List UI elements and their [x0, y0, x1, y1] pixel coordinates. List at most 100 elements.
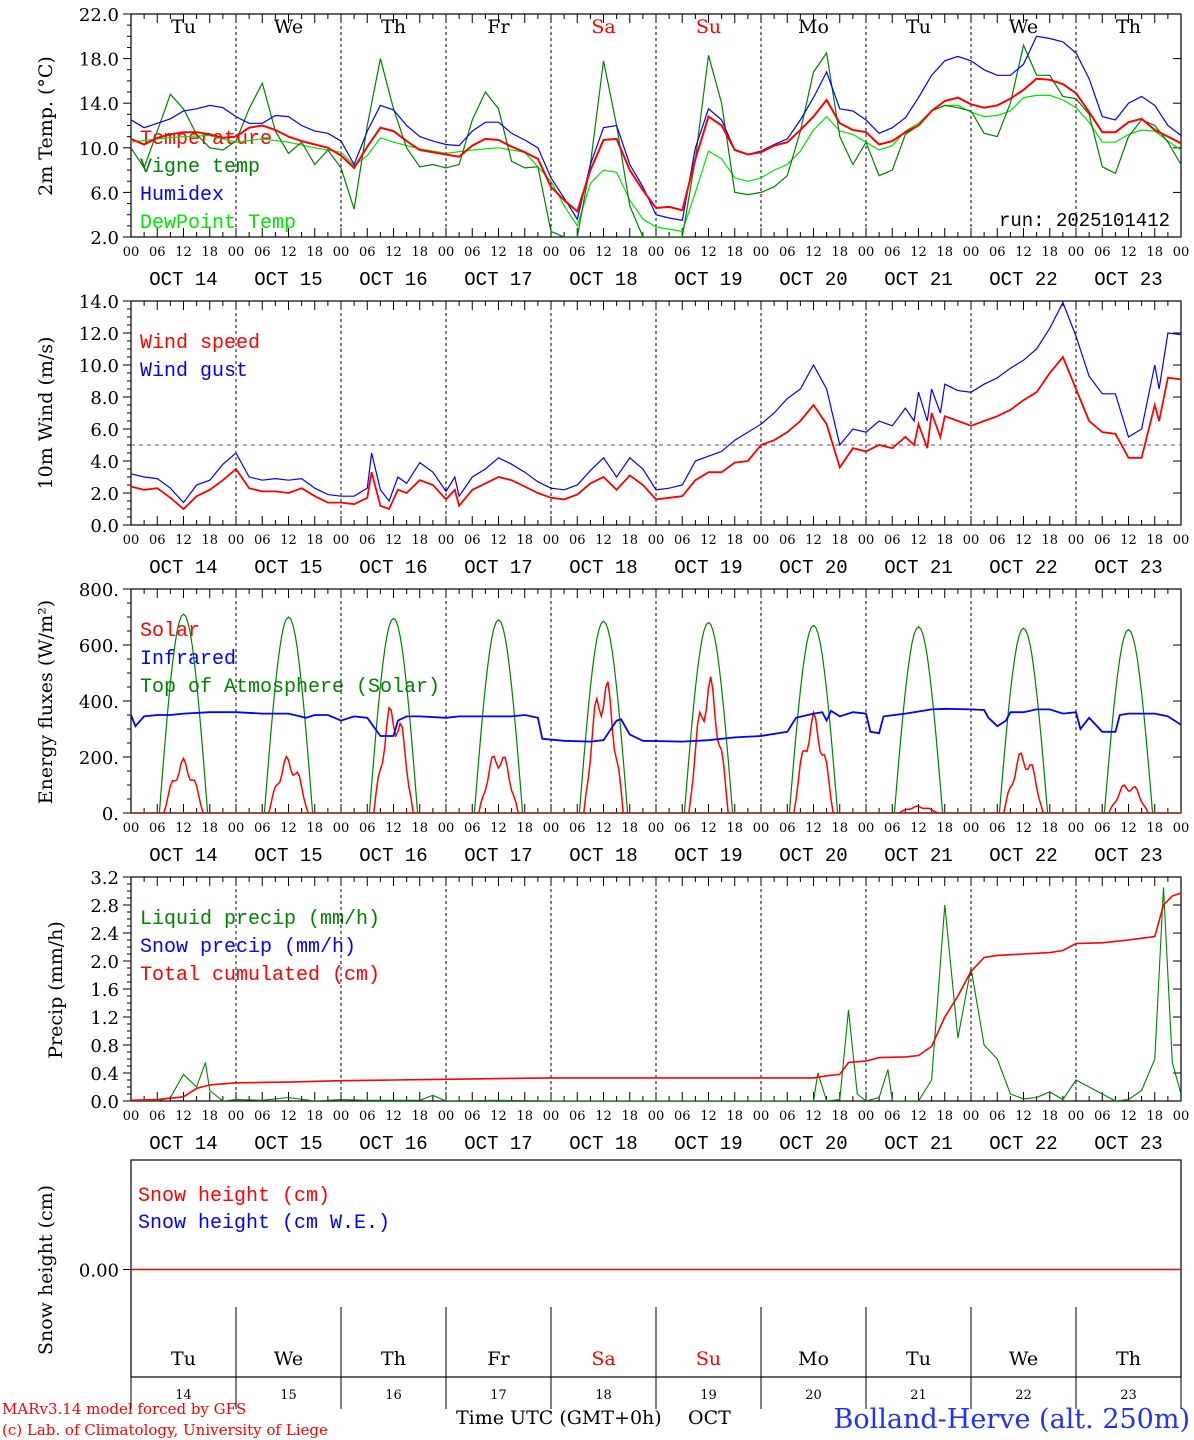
temp-hour-tick-label: 12 — [700, 245, 717, 260]
precip-y-tick-label: 2.4 — [90, 924, 119, 945]
precip-y-tick-label: 0.0 — [90, 1092, 119, 1113]
precip-date-label: OCT 16 — [359, 1133, 427, 1155]
wind-hour-tick-label: 00 — [963, 533, 980, 548]
toa-solar-curve — [362, 617, 425, 813]
wind-hour-tick-label: 18 — [1041, 533, 1058, 548]
flux-hour-tick-label: 00 — [648, 821, 665, 836]
precip-date-label: OCT 23 — [1094, 1133, 1162, 1155]
flux-hour-tick-label: 18 — [1041, 821, 1058, 836]
liquid-precip-line — [131, 887, 1181, 1101]
station-title: Bolland-Herve (alt. 250m) — [834, 1404, 1190, 1435]
toa-solar-curve — [467, 618, 530, 813]
wind-date-label: OCT 17 — [464, 557, 532, 579]
flux-hour-tick-label: 00 — [858, 821, 875, 836]
flux-y-tick-label: 400. — [79, 692, 119, 713]
solar-curve — [367, 705, 420, 813]
temp-date-label: OCT 20 — [779, 269, 847, 291]
flux-date-label: OCT 14 — [149, 845, 217, 867]
wind-date-label: OCT 23 — [1094, 557, 1162, 579]
snow-weekday-label: We — [1009, 1348, 1038, 1370]
legend-wind-gust: Wind gust — [140, 360, 248, 383]
temp-hour-tick-label: 06 — [254, 245, 271, 260]
precip-hour-tick-label: 06 — [359, 1109, 376, 1124]
day-number-label: 17 — [490, 1388, 507, 1403]
wind-date-label: OCT 18 — [569, 557, 637, 579]
wind-hour-tick-label: 18 — [936, 533, 953, 548]
footer: MARv3.14 model forced by GFS (c) Lab. of… — [2, 1400, 1190, 1439]
temp-y-tick-label: 2.0 — [90, 228, 119, 249]
snow-weekday-label: Th — [381, 1348, 406, 1370]
flux-y-tick-label: 200. — [79, 748, 119, 769]
solar-curve — [892, 805, 945, 813]
snow-frame — [130, 1159, 1182, 1409]
wind-y-tick-label: 12.0 — [79, 324, 119, 345]
flux-hour-tick-label: 00 — [753, 821, 770, 836]
legend-wind-speed: Wind speed — [140, 332, 260, 355]
precip-hour-tick-label: 18 — [621, 1109, 638, 1124]
total-cumulated-line — [131, 892, 1181, 1101]
wind-hour-tick-label: 18 — [831, 533, 848, 548]
solar-curve — [1102, 783, 1155, 813]
wind-hour-tick-label: 00 — [858, 533, 875, 548]
chart-marks: 00 06 12 18 OCT 14 00 06 12 18 OCT 15 00 06 12 18 OCT … — [79, 5, 1189, 1409]
day-number-label: 16 — [385, 1388, 402, 1403]
solar-curve — [787, 709, 840, 813]
temp-hour-tick-label: 00 — [963, 245, 980, 260]
weekday-label: Th — [381, 16, 406, 38]
precip-hour-tick-label: 12 — [700, 1109, 717, 1124]
wind-gust-line — [131, 301, 1181, 504]
flux-y-tick-label: 600. — [79, 636, 119, 657]
wind-hour-tick-label: 06 — [464, 533, 481, 548]
weekday-label: Fr — [487, 16, 510, 38]
solar-curve — [577, 681, 630, 813]
temp-date-label: OCT 16 — [359, 269, 427, 291]
temp-hour-tick-label: 12 — [280, 245, 297, 260]
day-number-label: 18 — [595, 1388, 612, 1403]
temp-hour-tick-label: 06 — [989, 245, 1006, 260]
temp-hour-tick-label: 00 — [333, 245, 350, 260]
temp-y-tick-label: 14.0 — [79, 94, 119, 115]
precip-date-label: OCT 22 — [989, 1133, 1057, 1155]
flux-hour-tick-label: 06 — [569, 821, 586, 836]
flux-date-label: OCT 21 — [884, 845, 952, 867]
wind-hour-tick-label: 12 — [700, 533, 717, 548]
precip-hour-tick-label: 12 — [175, 1109, 192, 1124]
temp-y-axis: 2.0 6.0 10.0 14.0 18.0 22.0 — [79, 5, 1181, 249]
legend-toa-solar: Top of Atmosphere (Solar) — [140, 676, 440, 699]
temp-hour-tick-label: 18 — [411, 245, 428, 260]
legend-dewpoint-temp: DewPoint Temp — [140, 212, 296, 235]
precip-hour-tick-label: 18 — [306, 1109, 323, 1124]
temp-date-label: OCT 22 — [989, 269, 1057, 291]
flux-hour-tick-label: 00 — [438, 821, 455, 836]
toa-solar-curve — [1097, 628, 1160, 813]
wind-hour-tick-label: 12 — [175, 533, 192, 548]
toa-solar-curve — [782, 624, 845, 813]
precip-date-label: OCT 20 — [779, 1133, 847, 1155]
flux-hour-tick-label: 00 — [1173, 821, 1190, 836]
legend-temperature: Temperature — [140, 128, 272, 151]
solar-curve — [682, 676, 735, 813]
wind-hour-tick-label: 18 — [1146, 533, 1163, 548]
weekday-label: Tu — [171, 16, 196, 38]
day-number-label: 20 — [805, 1388, 822, 1403]
flux-hour-tick-label: 06 — [884, 821, 901, 836]
wind-y-tick-label: 8.0 — [90, 388, 119, 409]
wind-y-tick-label: 10.0 — [79, 356, 119, 377]
wind-hour-tick-label: 00 — [228, 533, 245, 548]
flux-hour-tick-label: 06 — [779, 821, 796, 836]
temperature-axis-title: 2m Temp. (°C) — [35, 56, 57, 196]
wind-hour-tick-label: 00 — [1173, 533, 1190, 548]
day-number-label: 19 — [700, 1388, 717, 1403]
wind-hour-tick-label: 06 — [779, 533, 796, 548]
wind-y-tick-label: 6.0 — [90, 420, 119, 441]
flux-hour-tick-label: 18 — [726, 821, 743, 836]
temp-hour-tick-label: 06 — [149, 245, 166, 260]
weekday-label: Su — [696, 16, 721, 38]
wind-date-label: OCT 21 — [884, 557, 952, 579]
precip-hour-tick-label: 18 — [831, 1109, 848, 1124]
flux-hour-tick-label: 06 — [989, 821, 1006, 836]
weekday-label: Sa — [591, 16, 615, 38]
precip-hour-tick-label: 00 — [858, 1109, 875, 1124]
snow-weekday-label: Fr — [487, 1348, 510, 1370]
wind-y-tick-label: 4.0 — [90, 452, 119, 473]
